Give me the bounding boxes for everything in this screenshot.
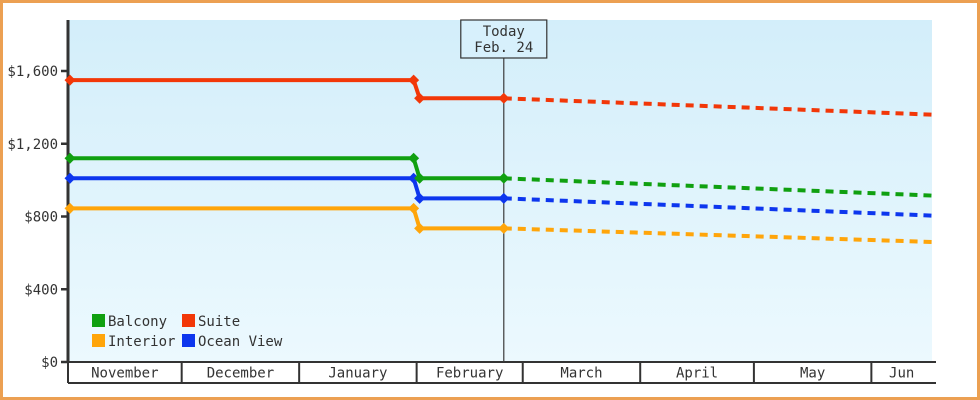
legend-swatch <box>92 314 105 327</box>
month-label-april: April <box>676 366 718 382</box>
legend-item-interior: Interior <box>92 334 175 350</box>
legend-item-suite: Suite <box>182 314 240 330</box>
month-label-december: December <box>207 366 274 382</box>
series-forecast-line-ocean-view <box>503 196 933 218</box>
y-axis-tick-label: $400 <box>24 282 58 298</box>
legend-item-ocean-view: Ocean View <box>182 334 283 350</box>
month-label-november: November <box>91 366 158 382</box>
series-marker-interior <box>408 202 420 214</box>
legend-label: Interior <box>108 334 175 350</box>
series-marker-balcony <box>408 152 420 164</box>
series-marker-ocean-view <box>408 172 420 184</box>
series-marker-balcony <box>498 172 510 184</box>
y-axis-tick-label: $1,600 <box>7 64 58 80</box>
series-line-balcony <box>69 156 504 181</box>
series-forecast-line-suite <box>503 96 933 117</box>
series-forecast-line-interior <box>503 226 933 244</box>
series-line-interior <box>69 206 504 231</box>
y-axis-tick-label: $1,200 <box>7 137 58 153</box>
series-marker-suite <box>498 92 510 104</box>
month-label-may: May <box>800 366 825 382</box>
series-marker-balcony <box>414 172 426 184</box>
legend-swatch <box>182 334 195 347</box>
month-label-february: February <box>436 366 503 382</box>
legend-swatch <box>92 334 105 347</box>
y-axis-tick-label: $0 <box>41 355 58 371</box>
legend-label: Suite <box>198 314 240 330</box>
y-axis-tick-label: $800 <box>24 210 58 226</box>
series-marker-interior <box>414 222 426 234</box>
today-annotation-box <box>460 19 548 59</box>
legend-label: Balcony <box>108 314 167 330</box>
month-label-jun: Jun <box>889 366 914 382</box>
series-marker-ocean-view <box>414 192 426 204</box>
series-marker-interior <box>64 202 76 214</box>
series-marker-interior <box>498 222 510 234</box>
legend-item-balcony: Balcony <box>92 314 167 330</box>
series-line-ocean-view <box>69 176 504 201</box>
series-marker-suite <box>414 92 426 104</box>
month-label-march: March <box>560 366 602 382</box>
series-line-suite <box>69 78 504 101</box>
today-annotation-line1: Today <box>483 24 525 40</box>
legend-swatch <box>182 314 195 327</box>
series-marker-suite <box>408 74 420 86</box>
series-forecast-line-balcony <box>503 176 933 198</box>
series-marker-balcony <box>64 152 76 164</box>
series-marker-suite <box>64 74 76 86</box>
today-annotation-line2: Feb. 24 <box>474 40 533 56</box>
month-label-january: January <box>328 366 387 382</box>
legend-label: Ocean View <box>198 334 283 350</box>
series-marker-ocean-view <box>498 192 510 204</box>
series-marker-ocean-view <box>64 172 76 184</box>
